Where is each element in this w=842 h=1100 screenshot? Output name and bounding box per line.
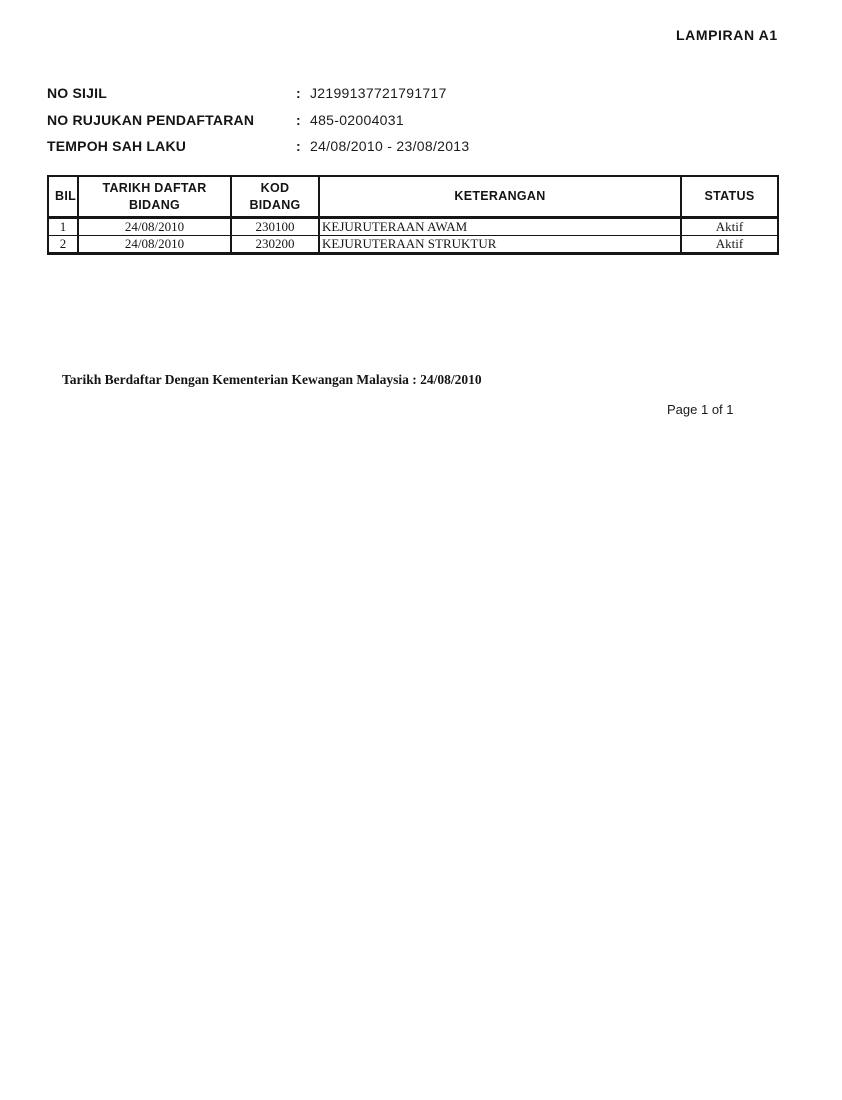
info-row-no-rujukan: NO RUJUKAN PENDAFTARAN : 485-02004031 xyxy=(47,112,567,139)
info-row-no-sijil: NO SIJIL : J2199137721791717 xyxy=(47,85,567,112)
table-header: BIL TARIKH DAFTAR BIDANG KOD BIDANG KETE… xyxy=(47,175,779,219)
cell-bil: 2 xyxy=(47,235,79,255)
col-header-status: STATUS xyxy=(680,175,779,219)
info-colon: : xyxy=(296,85,301,101)
info-value: J2199137721791717 xyxy=(310,85,447,101)
table-row: 2 24/08/2010 230200 KEJURUTERAAN STRUKTU… xyxy=(47,235,779,255)
cell-keterangan: KEJURUTERAAN STRUKTUR xyxy=(318,235,682,255)
certificate-info: NO SIJIL : J2199137721791717 NO RUJUKAN … xyxy=(47,85,567,165)
col-header-tarikh-daftar-bidang: TARIKH DAFTAR BIDANG xyxy=(77,175,232,219)
cell-kod-bidang: 230200 xyxy=(230,235,320,255)
registration-note: Tarikh Berdaftar Dengan Kementerian Kewa… xyxy=(62,372,482,387)
info-value: 485-02004031 xyxy=(310,111,404,128)
corner-label: LAMPIRAN A1 xyxy=(676,27,778,43)
table-body: 1 24/08/2010 230100 KEJURUTERAAN AWAM Ak… xyxy=(47,217,779,255)
col-header-keterangan: KETERANGAN xyxy=(318,175,682,219)
info-colon: : xyxy=(296,111,301,128)
col-header-bil: BIL xyxy=(47,175,79,219)
cell-keterangan: KEJURUTERAAN AWAM xyxy=(318,217,682,236)
page-number: Page 1 of 1 xyxy=(667,402,734,417)
info-label: TEMPOH SAH LAKU xyxy=(47,138,187,154)
cell-tarikh-daftar: 24/08/2010 xyxy=(77,217,232,236)
cell-tarikh-daftar: 24/08/2010 xyxy=(77,235,232,255)
info-label: NO RUJUKAN PENDAFTARAN xyxy=(47,111,255,128)
col-header-kod-bidang: KOD BIDANG xyxy=(230,175,320,219)
cell-kod-bidang: 230100 xyxy=(230,217,320,236)
cell-status: Aktif xyxy=(680,217,779,236)
info-colon: : xyxy=(296,138,301,154)
cell-status: Aktif xyxy=(680,235,779,255)
info-row-tempoh-sah-laku: TEMPOH SAH LAKU : 24/08/2010 - 23/08/201… xyxy=(47,138,567,165)
table-row: 1 24/08/2010 230100 KEJURUTERAAN AWAM Ak… xyxy=(47,217,779,236)
info-label: NO SIJIL xyxy=(47,85,107,101)
info-value: 24/08/2010 - 23/08/2013 xyxy=(310,138,470,154)
table-header-row: BIL TARIKH DAFTAR BIDANG KOD BIDANG KETE… xyxy=(47,175,779,219)
cell-bil: 1 xyxy=(47,217,79,236)
bidang-table: BIL TARIKH DAFTAR BIDANG KOD BIDANG KETE… xyxy=(47,175,779,255)
